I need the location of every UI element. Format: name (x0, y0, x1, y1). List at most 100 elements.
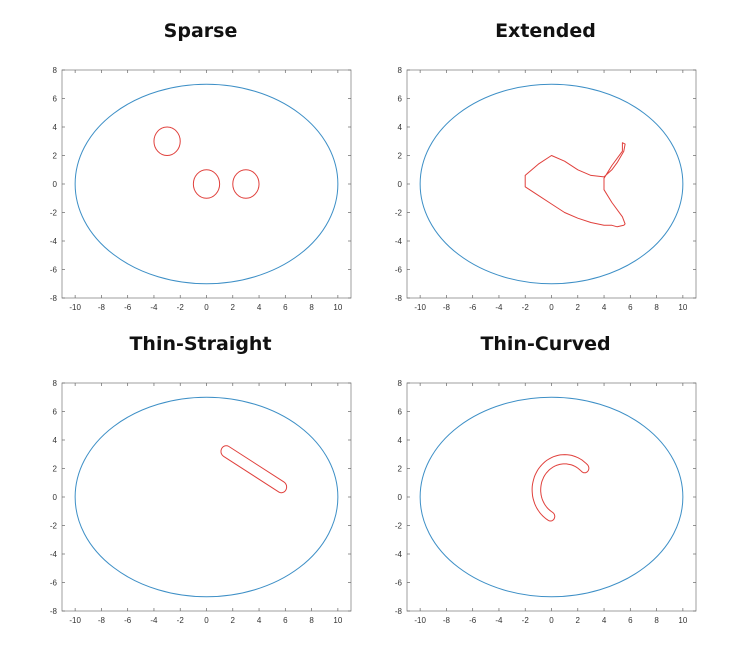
x-tick-label: 6 (628, 616, 633, 625)
y-tick-label: 2 (53, 465, 58, 474)
x-tick-label: -6 (469, 303, 477, 312)
x-tick-label: 2 (231, 616, 236, 625)
y-tick-label: 6 (53, 95, 58, 104)
chart-title: Thin-Curved (480, 333, 611, 355)
x-tick-label: -4 (150, 616, 158, 625)
y-tick-label: 6 (398, 408, 403, 417)
x-tick-label: 4 (257, 303, 262, 312)
y-tick-label: 4 (398, 123, 403, 132)
y-tick-label: 6 (398, 95, 403, 104)
x-tick-label: 4 (602, 616, 607, 625)
y-tick-label: 0 (398, 180, 403, 189)
x-tick-label: 0 (549, 616, 554, 625)
y-tick-label: -2 (50, 522, 58, 531)
x-tick-label: 0 (204, 303, 209, 312)
chart-plot: -10 -8 -6 -4 -2 0 2 4 6 8 10 -8 -6 -4 -2 0 2 4 6 8 (395, 66, 697, 312)
x-tick-label: 10 (678, 303, 687, 312)
x-tick-label: 0 (204, 616, 209, 625)
x-tick-label: -10 (414, 303, 426, 312)
x-tick-label: 2 (231, 303, 236, 312)
y-tick-label: 0 (398, 493, 403, 502)
x-tick-label: -10 (414, 616, 426, 625)
chart-panel-thin-curved: Thin-Curved -10 -8 -6 -4 -2 0 2 4 6 8 10 -8 -6 -4 -2 0 2… (345, 313, 720, 633)
x-tick-label: 10 (678, 616, 687, 625)
inclusion-ellipse (153, 126, 181, 156)
x-tick-label: -8 (443, 303, 451, 312)
y-tick-label: -4 (395, 237, 403, 246)
x-tick-label: 2 (576, 303, 581, 312)
y-tick-label: 6 (53, 408, 58, 417)
inclusion-shape (531, 454, 590, 522)
x-tick-label: 8 (654, 303, 659, 312)
y-tick-label: 4 (53, 436, 58, 445)
y-tick-label: -8 (50, 294, 58, 303)
y-tick-label: 8 (398, 66, 403, 75)
x-tick-label: -8 (98, 616, 106, 625)
x-tick-label: -6 (469, 616, 477, 625)
y-tick-label: 0 (53, 493, 58, 502)
boundary-ellipse (419, 83, 684, 285)
x-tick-label: 4 (257, 616, 262, 625)
y-tick-label: 8 (53, 66, 58, 75)
plot-frame (406, 69, 697, 299)
boundary-ellipse (419, 396, 684, 598)
y-tick-label: -2 (395, 522, 403, 531)
chart-title: Extended (495, 20, 596, 42)
x-tick-label: 4 (602, 303, 607, 312)
chart-plot: -10 -8 -6 -4 -2 0 2 4 6 8 10 -8 -6 -4 -2 0 2 4 6 8 (395, 379, 697, 625)
y-tick-label: -4 (50, 237, 58, 246)
x-tick-label: 6 (283, 303, 288, 312)
x-tick-label: 8 (309, 616, 314, 625)
x-tick-label: -4 (495, 616, 503, 625)
x-tick-label: 10 (333, 616, 342, 625)
x-tick-label: -4 (495, 303, 503, 312)
chart-panel-sparse: Sparse -10 -8 -6 -4 -2 0 2 4 6 8 10 -8 -6 -4 -2 0 2 4 6 8 (0, 0, 375, 320)
y-tick-label: -2 (395, 209, 403, 218)
x-tick-label: 10 (333, 303, 342, 312)
x-tick-label: -10 (69, 303, 81, 312)
x-tick-label: 8 (309, 303, 314, 312)
x-tick-label: 0 (549, 303, 554, 312)
x-tick-label: -10 (69, 616, 81, 625)
x-tick-label: 6 (283, 616, 288, 625)
y-tick-label: -6 (395, 579, 403, 588)
y-tick-label: 2 (53, 152, 58, 161)
y-tick-label: 0 (53, 180, 58, 189)
inclusion-shape (220, 445, 288, 494)
x-tick-label: -6 (124, 616, 132, 625)
y-tick-label: 8 (398, 379, 403, 388)
x-tick-label: -2 (177, 303, 185, 312)
x-tick-label: 2 (576, 616, 581, 625)
y-tick-label: 4 (53, 123, 58, 132)
x-tick-label: -2 (522, 616, 530, 625)
x-tick-label: -8 (443, 616, 451, 625)
chart-plot: -10 -8 -6 -4 -2 0 2 4 6 8 10 -8 -6 -4 -2 0 2 4 6 8 (50, 379, 352, 625)
y-tick-label: 2 (398, 465, 403, 474)
chart-plot: -10 -8 -6 -4 -2 0 2 4 6 8 10 -8 -6 -4 -2 0 2 4 6 8 (50, 66, 352, 312)
y-tick-label: 8 (53, 379, 58, 388)
y-tick-label: 4 (398, 436, 403, 445)
plot-frame (61, 382, 352, 612)
y-tick-label: -4 (50, 550, 58, 559)
y-tick-label: -8 (50, 607, 58, 616)
y-tick-label: -8 (395, 294, 403, 303)
chart-panel-extended: Extended -10 -8 -6 -4 -2 0 2 4 6 8 10 -8 -6 -4 -2 0 2 4 6 8 (345, 0, 720, 320)
chart-panel-thin-straight: Thin-Straight -10 -8 -6 -4 -2 0 2 4 6 8 10 -8 -6 -4 -2… (0, 313, 375, 633)
x-tick-label: -2 (522, 303, 530, 312)
y-tick-label: -8 (395, 607, 403, 616)
x-tick-label: -2 (177, 616, 185, 625)
y-tick-label: -2 (50, 209, 58, 218)
inclusion-ellipse (192, 169, 221, 199)
x-tick-label: -4 (150, 303, 158, 312)
chart-title: Thin-Straight (129, 333, 272, 355)
boundary-ellipse (74, 396, 339, 598)
boundary-ellipse (74, 83, 339, 285)
x-tick-label: 8 (654, 616, 659, 625)
y-tick-label: -6 (395, 266, 403, 275)
inclusion-shape (524, 142, 626, 228)
chart-title: Sparse (163, 20, 238, 42)
y-tick-label: -4 (395, 550, 403, 559)
y-tick-label: -6 (50, 266, 58, 275)
inclusion-ellipse (232, 169, 260, 199)
y-tick-label: 2 (398, 152, 403, 161)
